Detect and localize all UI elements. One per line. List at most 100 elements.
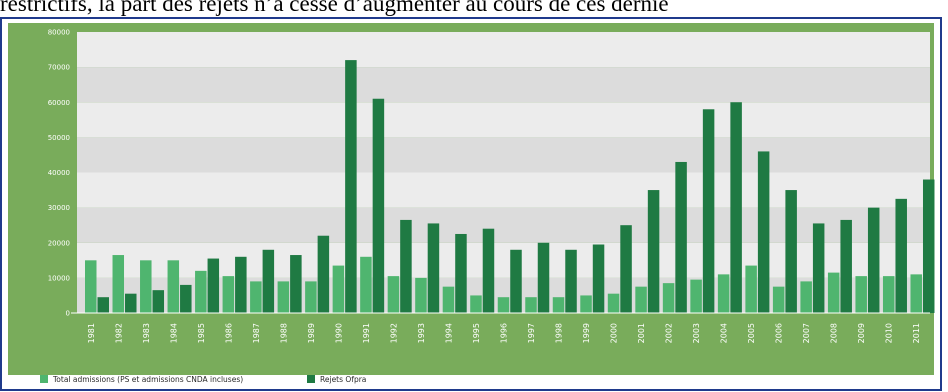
y-tick-label: 80000 xyxy=(48,29,70,37)
bar-rejets-2002 xyxy=(675,161,687,313)
y-tick-label: 70000 xyxy=(48,64,70,72)
bar-rejets-1995 xyxy=(482,228,495,313)
bar-admissions-2004 xyxy=(717,274,730,313)
y-tick-label: 60000 xyxy=(48,99,70,107)
bar-rejets-1996 xyxy=(510,249,522,313)
bar-chart: 0 10000 20000 30000 40000 50000 60000 70000 8000… xyxy=(8,23,935,384)
bar-admissions-2002 xyxy=(662,283,675,313)
x-tick-label: 2006 xyxy=(775,323,784,343)
bar-admissions-2003 xyxy=(690,279,702,313)
x-tick-label: 1994 xyxy=(444,323,453,343)
bar-rejets-1981 xyxy=(97,297,109,313)
bar-admissions-1996 xyxy=(497,297,510,313)
bar-rejets-2010 xyxy=(895,198,907,313)
bar-rejets-2008 xyxy=(840,219,852,313)
x-tick-label: 1999 xyxy=(582,323,591,343)
bar-admissions-2005 xyxy=(745,265,757,313)
x-tick-label: 2005 xyxy=(747,323,756,343)
bar-admissions-1985 xyxy=(195,270,207,313)
x-tick-label: 2002 xyxy=(665,323,674,343)
bar-admissions-2006 xyxy=(772,286,785,313)
grid-band xyxy=(77,172,930,208)
legend-label-rejets: Rejets Ofpra xyxy=(320,375,366,384)
bar-rejets-2009 xyxy=(867,207,880,313)
bar-rejets-1983 xyxy=(152,290,165,313)
bar-admissions-1999 xyxy=(580,295,592,313)
bar-admissions-1995 xyxy=(470,295,482,313)
bar-rejets-1993 xyxy=(427,223,440,313)
y-tick-label: 10000 xyxy=(48,274,70,282)
bar-admissions-2001 xyxy=(635,286,647,313)
x-tick-label: 2011 xyxy=(912,323,921,343)
y-tick-label: 20000 xyxy=(48,239,70,247)
bar-admissions-1992 xyxy=(387,276,400,313)
bar-rejets-2003 xyxy=(702,109,715,314)
x-tick-label: 1990 xyxy=(334,323,343,343)
x-tick-label: 2008 xyxy=(830,323,839,343)
bar-rejets-2001 xyxy=(647,190,660,313)
legend-swatch-rejets xyxy=(307,375,315,383)
bar-rejets-1987 xyxy=(262,249,275,313)
x-tick-label: 2003 xyxy=(692,323,701,343)
bar-admissions-2008 xyxy=(827,272,840,313)
bar-rejets-1982 xyxy=(125,293,137,313)
x-tick-label: 1988 xyxy=(279,323,288,343)
x-tick-label: 1983 xyxy=(142,323,151,343)
bar-admissions-1988 xyxy=(277,281,290,313)
bar-rejets-1998 xyxy=(565,249,577,313)
grid-band xyxy=(77,102,930,138)
x-tick-label: 2001 xyxy=(637,323,646,343)
bar-rejets-1988 xyxy=(290,255,302,313)
x-tick-label: 1995 xyxy=(472,323,481,343)
chart-frame: 0 10000 20000 30000 40000 50000 60000 70000 8000… xyxy=(0,17,942,391)
bar-rejets-1999 xyxy=(592,244,605,313)
x-tick-label: 1997 xyxy=(527,323,536,343)
legend-swatch-admissions xyxy=(40,375,48,383)
x-tick-label: 2000 xyxy=(610,323,619,343)
bar-rejets-1992 xyxy=(400,219,412,313)
bar-admissions-1981 xyxy=(85,260,97,313)
grid-band xyxy=(77,67,930,103)
bar-rejets-2007 xyxy=(812,223,825,313)
y-tick-label: 50000 xyxy=(48,134,70,142)
legend-label-admissions: Total admissions (PS et admissions CNDA … xyxy=(52,375,243,384)
bar-rejets-2005 xyxy=(757,151,770,313)
x-tick-label: 1982 xyxy=(114,323,123,343)
bar-rejets-2000 xyxy=(620,225,632,313)
bar-rejets-1984 xyxy=(180,284,192,313)
x-tick-label: 2010 xyxy=(885,323,894,343)
bar-rejets-1986 xyxy=(235,256,247,313)
bar-admissions-1983 xyxy=(140,260,152,313)
x-tick-label: 2009 xyxy=(857,323,866,343)
bar-admissions-1994 xyxy=(442,286,455,313)
bar-rejets-1985 xyxy=(207,258,220,313)
x-tick-label: 1989 xyxy=(307,323,316,343)
bar-rejets-1994 xyxy=(455,233,467,313)
bar-admissions-2011 xyxy=(910,274,922,313)
bar-admissions-2009 xyxy=(855,276,867,313)
bar-admissions-1987 xyxy=(250,281,262,313)
x-tick-label: 1986 xyxy=(224,323,233,343)
bar-rejets-1997 xyxy=(537,242,550,313)
grid-band xyxy=(77,207,930,243)
bar-admissions-1998 xyxy=(552,297,565,313)
y-tick-label: 30000 xyxy=(48,204,70,212)
header-text: restrictifs, la part des rejets n’a cess… xyxy=(0,0,669,16)
x-tick-label: 1996 xyxy=(500,323,509,343)
x-tick-label: 1992 xyxy=(389,323,398,343)
x-tick-label: 1991 xyxy=(362,323,371,343)
grid-band xyxy=(77,32,930,68)
bar-admissions-1997 xyxy=(525,297,537,313)
y-tick-label: 40000 xyxy=(48,169,70,177)
bar-admissions-1986 xyxy=(222,276,235,313)
bar-rejets-2011 xyxy=(922,179,935,313)
x-tick-label: 2004 xyxy=(720,323,729,343)
x-tick-label: 1993 xyxy=(417,323,426,343)
x-tick-label: 1981 xyxy=(87,323,96,343)
x-tick-label: 1984 xyxy=(169,323,178,343)
bar-rejets-1989 xyxy=(317,235,330,313)
grid-band xyxy=(77,137,930,173)
bar-admissions-1989 xyxy=(305,281,317,313)
bar-admissions-1993 xyxy=(415,277,427,313)
bar-admissions-2010 xyxy=(882,276,895,313)
